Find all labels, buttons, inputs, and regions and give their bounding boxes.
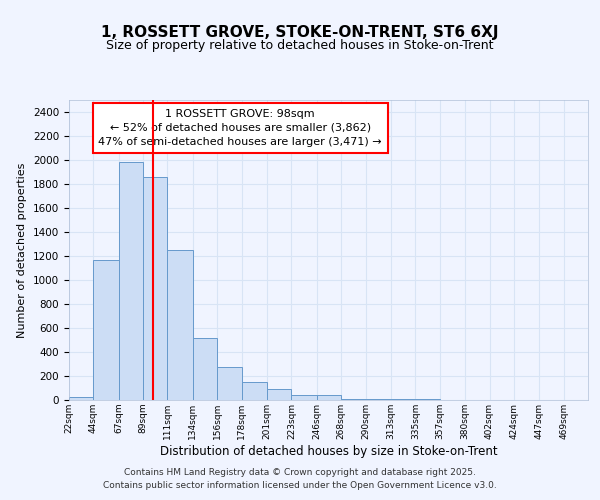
Bar xyxy=(167,250,193,400)
Bar xyxy=(193,338,217,400)
Text: 1 ROSSETT GROVE: 98sqm  
← 52% of detached houses are smaller (3,862)
47% of sem: 1 ROSSETT GROVE: 98sqm ← 52% of detached… xyxy=(98,109,382,147)
Bar xyxy=(119,162,143,400)
Bar xyxy=(69,397,94,400)
Text: Contains HM Land Registry data © Crown copyright and database right 2025.: Contains HM Land Registry data © Crown c… xyxy=(124,468,476,477)
Bar xyxy=(217,367,242,400)
Bar xyxy=(94,260,119,400)
Y-axis label: Number of detached properties: Number of detached properties xyxy=(17,162,28,338)
Bar xyxy=(143,177,167,400)
Text: Contains public sector information licensed under the Open Government Licence v3: Contains public sector information licen… xyxy=(103,480,497,490)
X-axis label: Distribution of detached houses by size in Stoke-on-Trent: Distribution of detached houses by size … xyxy=(160,444,497,458)
Bar xyxy=(317,395,341,400)
Text: Size of property relative to detached houses in Stoke-on-Trent: Size of property relative to detached ho… xyxy=(106,38,494,52)
Bar xyxy=(242,382,267,400)
Bar xyxy=(292,394,317,400)
Bar xyxy=(267,389,292,400)
Bar xyxy=(341,399,365,400)
Bar xyxy=(365,399,391,400)
Text: 1, ROSSETT GROVE, STOKE-ON-TRENT, ST6 6XJ: 1, ROSSETT GROVE, STOKE-ON-TRENT, ST6 6X… xyxy=(101,25,499,40)
